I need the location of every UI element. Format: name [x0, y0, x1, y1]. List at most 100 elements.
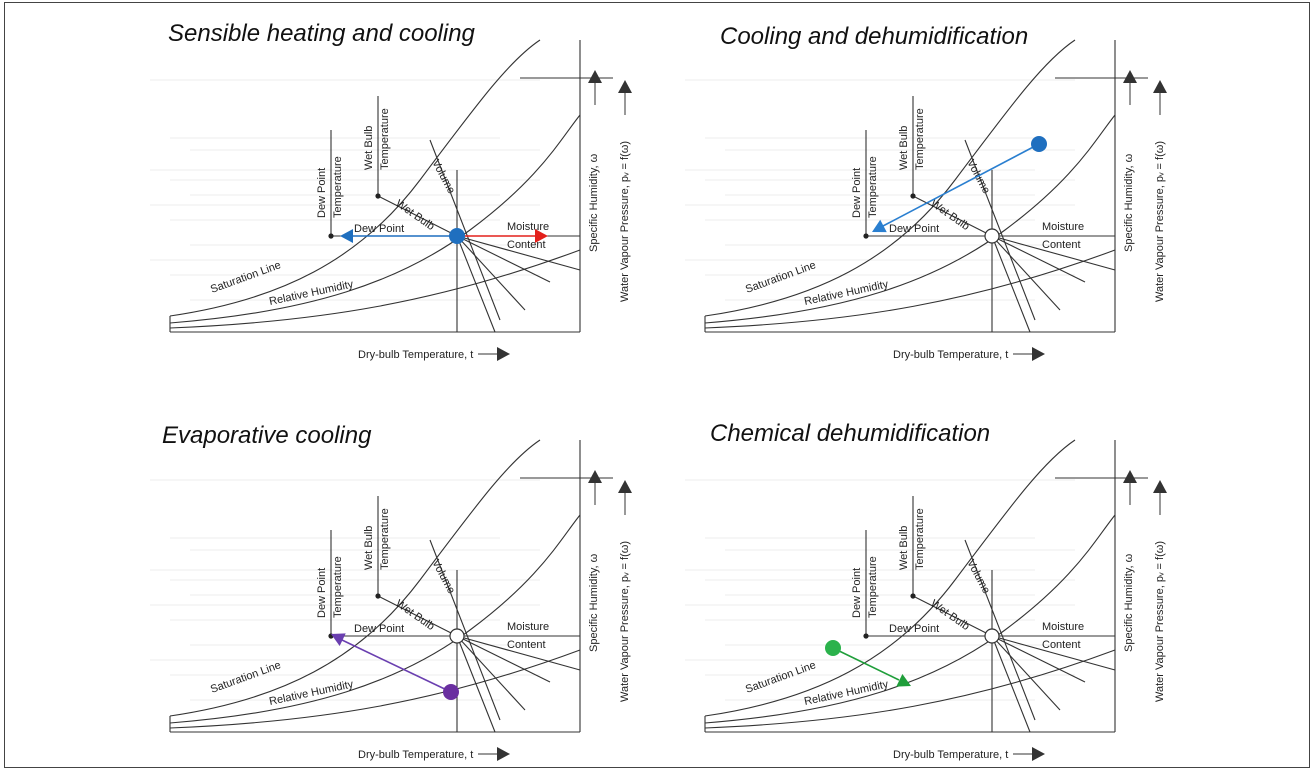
- state-point: [449, 228, 465, 244]
- panel-evaporative: Evaporative cooling Dew Point Moisture Cont…: [140, 420, 660, 770]
- wet-bulb-axis-label: Wet Bulb: [898, 126, 910, 170]
- start-state-point: [825, 640, 841, 656]
- volume-line: [964, 139, 1036, 321]
- dew-point-marker: [863, 233, 869, 239]
- volume-label: Volume: [429, 158, 457, 196]
- dry-bulb-axis-label: Dry-bulb Temperature, t: [358, 749, 473, 761]
- relative-humidity-curve: [169, 114, 581, 324]
- process-line: [991, 635, 1031, 733]
- specific-humidity-label: Specific Humidity, ω: [588, 553, 600, 652]
- cooling-arrow-head: [340, 229, 353, 243]
- saturation-line-label: Saturation Line: [209, 659, 283, 696]
- dry-bulb-axis-label: Dry-bulb Temperature, t: [893, 749, 1008, 761]
- moisture-label: Moisture: [507, 221, 549, 233]
- dry-bulb-axis-label: Dry-bulb Temperature, t: [358, 349, 473, 361]
- start-state-point: [443, 684, 459, 700]
- y-axis-arrow-head: [588, 70, 602, 83]
- water-vapour-pressure-label: Water Vapour Pressure, pᵥ = f(ω): [1154, 141, 1166, 302]
- x-axis-arrow-head: [497, 747, 510, 761]
- pressure-axis-arrow-head: [618, 80, 632, 93]
- pressure-axis-arrow-head: [1153, 480, 1167, 493]
- water-vapour-pressure-label: Water Vapour Pressure, pᵥ = f(ω): [619, 541, 631, 702]
- content-label: Content: [1042, 639, 1081, 651]
- relative-humidity-curve: [704, 514, 1116, 724]
- specific-humidity-label: Specific Humidity, ω: [1123, 553, 1135, 652]
- process-line: [456, 635, 551, 683]
- panel-title: Chemical dehumidification: [710, 420, 991, 447]
- temperature-axis-label: Temperature: [332, 156, 344, 218]
- process-line: [991, 235, 1061, 311]
- specific-humidity-label: Specific Humidity, ω: [1123, 153, 1135, 252]
- wet-bulb-temperature-axis-label: Temperature: [914, 508, 926, 570]
- panel-cooling_dehum: Cooling and dehumidification Dew Point Moi…: [675, 20, 1195, 370]
- volume-line: [429, 139, 501, 321]
- process-line: [991, 235, 1086, 283]
- process-arrow: [341, 639, 452, 693]
- process-line: [456, 235, 526, 311]
- psychrometric-chart: Dew Point Moisture Content Dew Point Tempera…: [150, 439, 632, 761]
- dry-bulb-axis-label: Dry-bulb Temperature, t: [893, 349, 1008, 361]
- process-line: [991, 635, 1086, 683]
- process-arrow-head: [872, 219, 887, 233]
- dew-point-axis-label: Dew Point: [851, 568, 863, 618]
- process-line: [456, 235, 551, 283]
- saturation-line-label: Saturation Line: [209, 259, 283, 296]
- wet-bulb-marker: [375, 193, 381, 199]
- dew-point-label: Dew Point: [354, 623, 404, 635]
- water-vapour-pressure-label: Water Vapour Pressure, pᵥ = f(ω): [1154, 541, 1166, 702]
- dew-point-label: Dew Point: [354, 223, 404, 235]
- process-line: [456, 235, 496, 333]
- saturation-line-label: Saturation Line: [744, 259, 818, 296]
- specific-humidity-label: Specific Humidity, ω: [588, 153, 600, 252]
- process-line: [456, 635, 581, 671]
- temperature-axis-label: Temperature: [867, 556, 879, 618]
- chart-lines: [169, 439, 613, 733]
- volume-line: [429, 539, 501, 721]
- panel-chemical: Chemical dehumidification Dew Point Moistu…: [675, 420, 1195, 770]
- content-label: Content: [507, 239, 546, 251]
- dew-point-label: Dew Point: [889, 623, 939, 635]
- chart-lines: [704, 39, 1148, 333]
- process-line: [991, 635, 1061, 711]
- volume-label: Volume: [964, 558, 992, 596]
- temperature-axis-label: Temperature: [332, 556, 344, 618]
- process-line: [456, 635, 496, 733]
- saturation-curve: [704, 439, 1076, 717]
- saturation-curve: [169, 39, 541, 317]
- psychrometric-chart: Dew Point Moisture Content Dew Point Tempera…: [685, 439, 1167, 761]
- background-texture: [150, 479, 540, 701]
- pressure-axis-arrow-head: [618, 480, 632, 493]
- psychrometric-chart: Dew Point Moisture Content Dew Point Tempera…: [685, 39, 1167, 361]
- process-line: [456, 235, 581, 271]
- wet-bulb-axis-label: Wet Bulb: [363, 126, 375, 170]
- relative-humidity-curve: [704, 114, 1116, 324]
- chart-lines: [169, 39, 613, 333]
- wet-bulb-marker: [375, 593, 381, 599]
- heating-arrow-head: [535, 229, 548, 243]
- moisture-label: Moisture: [1042, 221, 1084, 233]
- process-arrow: [832, 647, 900, 681]
- start-state-point: [1031, 136, 1047, 152]
- figure-frame: [4, 2, 1310, 768]
- background-texture: [685, 79, 1075, 301]
- moisture-label: Moisture: [507, 621, 549, 633]
- background-texture: [150, 79, 540, 301]
- panel-title: Sensible heating and cooling: [168, 20, 475, 47]
- dew-point-marker: [328, 233, 334, 239]
- psychrometric-chart: Dew Point Moisture Content Dew Point Tempera…: [150, 39, 632, 361]
- process-line: [991, 235, 1116, 271]
- pressure-axis-arrow-head: [1153, 80, 1167, 93]
- volume-label: Volume: [429, 558, 457, 596]
- wet-bulb-marker: [910, 593, 916, 599]
- moisture-label: Moisture: [1042, 621, 1084, 633]
- dew-point-axis-label: Dew Point: [316, 568, 328, 618]
- wet-bulb-line: [377, 195, 458, 237]
- dew-point-axis-label: Dew Point: [316, 168, 328, 218]
- state-point-open: [984, 628, 1000, 644]
- wet-bulb-marker: [910, 193, 916, 199]
- content-label: Content: [507, 639, 546, 651]
- temperature-axis-label: Temperature: [867, 156, 879, 218]
- background-texture: [685, 479, 1075, 701]
- relative-humidity-curve: [169, 514, 581, 724]
- dew-point-axis-label: Dew Point: [851, 168, 863, 218]
